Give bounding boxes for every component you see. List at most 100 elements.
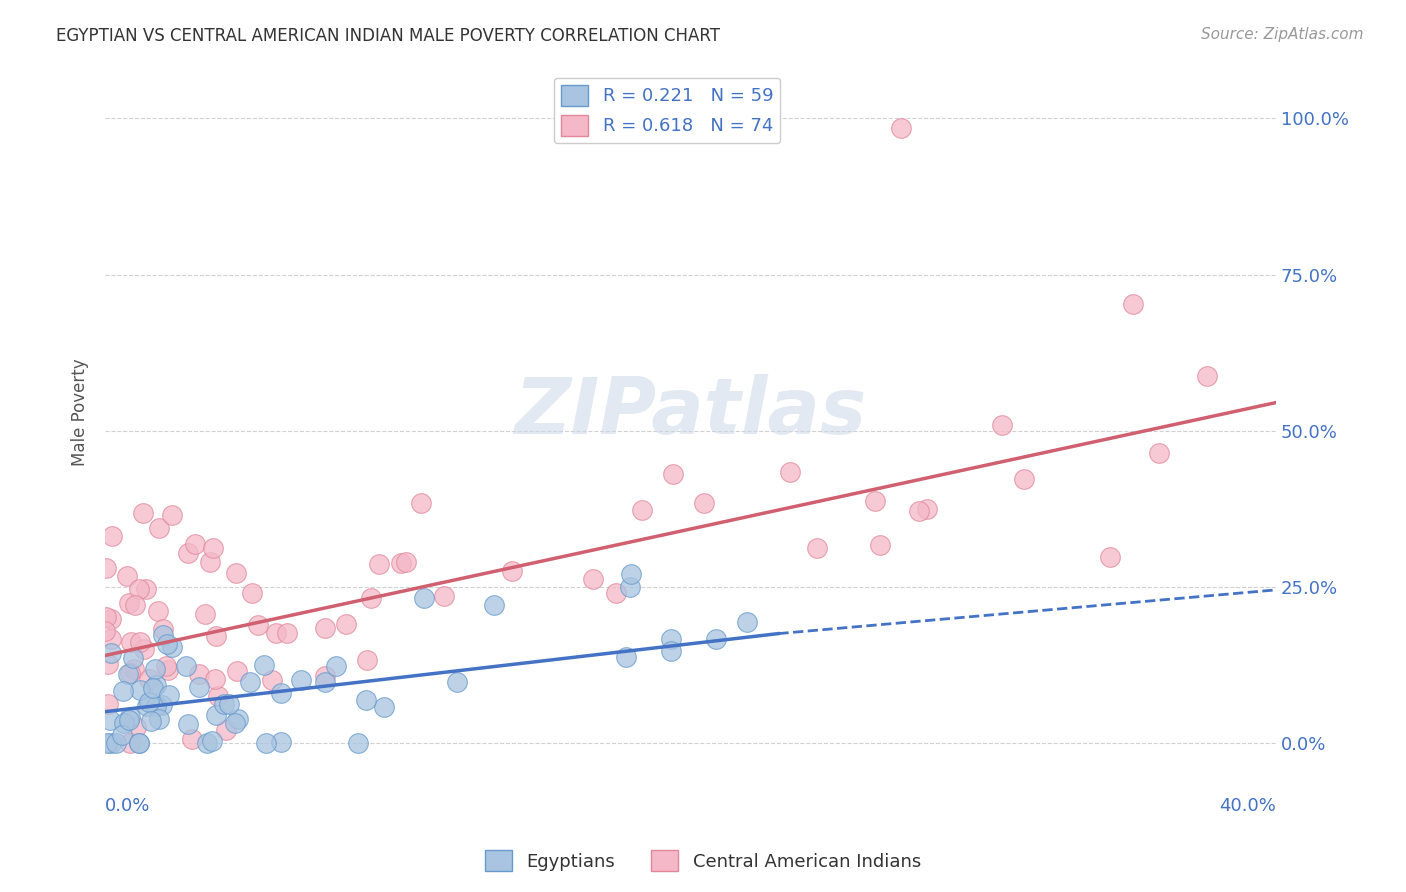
Point — [156, 663, 179, 677]
Point — [111, 728, 134, 742]
Point — [360, 591, 382, 605]
Point — [174, 659, 197, 673]
Point — [433, 589, 456, 603]
Point — [115, 569, 138, 583]
Text: ZIPatlas: ZIPatlas — [515, 374, 866, 450]
Point — [100, 632, 122, 647]
Point — [162, 640, 184, 655]
Point — [314, 668, 336, 682]
Point — [176, 546, 198, 560]
Point — [120, 736, 142, 750]
Point — [128, 634, 150, 648]
Point — [120, 710, 142, 724]
Point — [693, 496, 716, 510]
Point — [806, 541, 828, 555]
Point — [605, 585, 627, 599]
Point — [395, 555, 418, 569]
Point — [409, 496, 432, 510]
Point — [201, 734, 224, 748]
Point — [224, 715, 246, 730]
Point — [134, 641, 156, 656]
Point — [218, 697, 240, 711]
Point — [659, 632, 682, 646]
Legend: Egyptians, Central American Indians: Egyptians, Central American Indians — [478, 843, 928, 879]
Point — [412, 591, 434, 606]
Point — [325, 659, 347, 673]
Point — [184, 536, 207, 550]
Point — [367, 557, 389, 571]
Point — [150, 698, 173, 713]
Point — [128, 736, 150, 750]
Point — [188, 680, 211, 694]
Point — [97, 657, 120, 671]
Point — [112, 715, 135, 730]
Point — [582, 572, 605, 586]
Point — [253, 657, 276, 672]
Point — [619, 580, 641, 594]
Point — [145, 698, 167, 713]
Point — [160, 508, 183, 522]
Point — [270, 734, 292, 748]
Point — [118, 596, 141, 610]
Y-axis label: Male Poverty: Male Poverty — [72, 358, 89, 466]
Point — [228, 712, 250, 726]
Point — [501, 564, 523, 578]
Text: 0.0%: 0.0% — [105, 797, 150, 814]
Point — [256, 736, 278, 750]
Point — [194, 607, 217, 621]
Point — [143, 662, 166, 676]
Point — [239, 675, 262, 690]
Point — [135, 582, 157, 597]
Point — [204, 673, 226, 687]
Point — [141, 714, 163, 728]
Point — [205, 629, 228, 643]
Point — [100, 646, 122, 660]
Point — [97, 697, 120, 711]
Point — [101, 529, 124, 543]
Point — [129, 683, 152, 698]
Point — [616, 650, 638, 665]
Point — [152, 628, 174, 642]
Point — [290, 673, 312, 687]
Point — [869, 538, 891, 552]
Point — [121, 651, 143, 665]
Point — [198, 555, 221, 569]
Point — [391, 556, 413, 570]
Point — [98, 713, 121, 727]
Point — [356, 653, 378, 667]
Point — [1197, 368, 1219, 383]
Point — [240, 586, 263, 600]
Point — [264, 626, 287, 640]
Text: EGYPTIAN VS CENTRAL AMERICAN INDIAN MALE POVERTY CORRELATION CHART: EGYPTIAN VS CENTRAL AMERICAN INDIAN MALE… — [56, 27, 720, 45]
Point — [347, 736, 370, 750]
Point — [225, 566, 247, 581]
Point — [188, 666, 211, 681]
Point — [152, 623, 174, 637]
Point — [94, 624, 117, 638]
Point — [117, 667, 139, 681]
Point — [890, 120, 912, 135]
Point — [1147, 446, 1170, 460]
Text: 40.0%: 40.0% — [1219, 797, 1277, 814]
Point — [335, 616, 357, 631]
Point — [205, 708, 228, 723]
Point — [181, 731, 204, 746]
Point — [128, 736, 150, 750]
Point — [260, 673, 283, 688]
Point — [226, 664, 249, 678]
Text: Source: ZipAtlas.com: Source: ZipAtlas.com — [1201, 27, 1364, 42]
Point — [145, 678, 167, 692]
Point — [125, 721, 148, 735]
Point — [118, 666, 141, 681]
Point — [136, 698, 159, 713]
Point — [124, 598, 146, 612]
Point — [148, 713, 170, 727]
Legend: R = 0.221   N = 59, R = 0.618   N = 74: R = 0.221 N = 59, R = 0.618 N = 74 — [554, 78, 780, 143]
Point — [620, 567, 643, 582]
Point — [94, 561, 117, 575]
Point — [779, 465, 801, 479]
Point — [195, 736, 218, 750]
Point — [138, 672, 160, 686]
Point — [1012, 472, 1035, 486]
Point — [246, 618, 269, 632]
